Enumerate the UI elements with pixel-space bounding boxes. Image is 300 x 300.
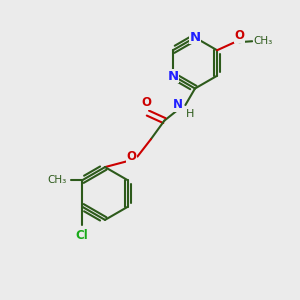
Text: N: N bbox=[167, 70, 178, 83]
Text: H: H bbox=[185, 109, 194, 119]
Text: N: N bbox=[172, 98, 182, 112]
Text: O: O bbox=[234, 29, 244, 42]
Text: N: N bbox=[189, 31, 201, 44]
Text: O: O bbox=[127, 150, 137, 163]
Text: CH₃: CH₃ bbox=[253, 36, 272, 46]
Text: O: O bbox=[141, 97, 152, 110]
Text: CH₃: CH₃ bbox=[47, 175, 67, 185]
Text: Cl: Cl bbox=[76, 229, 88, 242]
